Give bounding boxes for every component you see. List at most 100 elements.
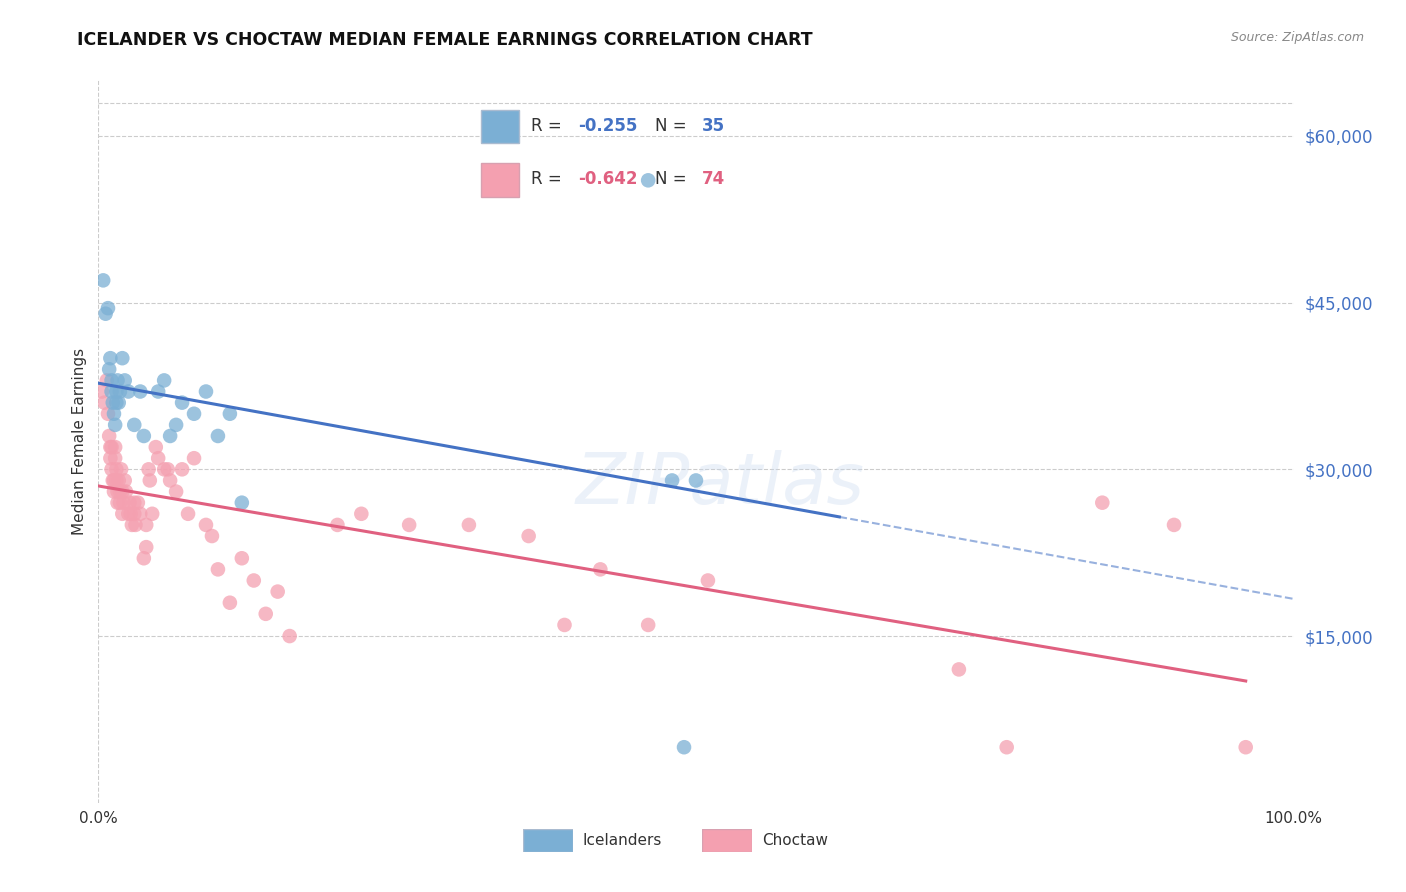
- Point: [104, 451, 127, 466]
- Point: [1091, 496, 1114, 510]
- Point: [243, 574, 266, 588]
- Point: [138, 462, 160, 476]
- Point: [100, 440, 122, 454]
- Point: [111, 507, 134, 521]
- Point: [129, 384, 152, 399]
- Point: [673, 740, 696, 755]
- Point: [107, 395, 129, 409]
- Point: [118, 496, 141, 510]
- Point: [101, 474, 124, 488]
- Point: [97, 407, 120, 421]
- Point: [114, 474, 136, 488]
- Point: [124, 496, 146, 510]
- Point: [172, 395, 194, 409]
- Point: [132, 551, 155, 566]
- Point: [278, 629, 301, 643]
- Point: [129, 507, 152, 521]
- Point: [254, 607, 277, 621]
- Text: Choctaw: Choctaw: [762, 833, 828, 848]
- Point: [948, 662, 970, 676]
- Point: [398, 517, 420, 532]
- Point: [98, 351, 122, 366]
- Point: [91, 273, 114, 287]
- Point: [183, 407, 205, 421]
- Point: [132, 429, 155, 443]
- Point: [685, 474, 707, 488]
- Point: [153, 462, 176, 476]
- Text: Icelanders: Icelanders: [582, 833, 662, 848]
- Point: [183, 451, 205, 466]
- Point: [107, 496, 129, 510]
- Point: [107, 484, 129, 499]
- Point: [105, 474, 128, 488]
- Point: [100, 384, 122, 399]
- Point: [350, 507, 373, 521]
- Point: [195, 517, 218, 532]
- Point: [117, 507, 139, 521]
- Point: [165, 417, 187, 432]
- Text: Source: ZipAtlas.com: Source: ZipAtlas.com: [1230, 31, 1364, 45]
- Point: [104, 440, 127, 454]
- Point: [111, 484, 134, 499]
- Point: [219, 596, 242, 610]
- Point: [1163, 517, 1185, 532]
- Point: [120, 507, 142, 521]
- Point: [98, 440, 122, 454]
- Point: [589, 562, 612, 576]
- Point: [165, 484, 187, 499]
- Point: [101, 395, 124, 409]
- Point: [697, 574, 720, 588]
- Point: [219, 407, 242, 421]
- Point: [105, 384, 128, 399]
- Point: [121, 517, 143, 532]
- Point: [231, 551, 253, 566]
- Point: [148, 451, 170, 466]
- Point: [103, 474, 125, 488]
- Point: [98, 451, 122, 466]
- Point: [127, 496, 149, 510]
- Point: [114, 373, 136, 387]
- Point: [458, 517, 481, 532]
- Point: [103, 484, 125, 499]
- Point: [1234, 740, 1257, 755]
- Point: [100, 373, 122, 387]
- Point: [159, 474, 181, 488]
- Point: [141, 507, 163, 521]
- Point: [135, 517, 157, 532]
- Point: [207, 562, 229, 576]
- Point: [98, 362, 121, 376]
- Point: [108, 384, 131, 399]
- Point: [91, 384, 114, 399]
- Point: [98, 429, 121, 443]
- Point: [107, 474, 129, 488]
- Point: [105, 462, 128, 476]
- Point: [139, 474, 162, 488]
- Point: [135, 540, 157, 554]
- Point: [201, 529, 224, 543]
- Point: [124, 507, 146, 521]
- Point: [153, 373, 176, 387]
- Point: [104, 417, 127, 432]
- Point: [554, 618, 576, 632]
- Point: [105, 395, 128, 409]
- Text: ICELANDER VS CHOCTAW MEDIAN FEMALE EARNINGS CORRELATION CHART: ICELANDER VS CHOCTAW MEDIAN FEMALE EARNI…: [77, 31, 813, 49]
- Point: [177, 507, 200, 521]
- Point: [108, 484, 131, 499]
- Point: [661, 474, 683, 488]
- Point: [112, 496, 135, 510]
- Point: [207, 429, 229, 443]
- Point: [111, 351, 134, 366]
- Point: [97, 301, 120, 315]
- Point: [94, 307, 117, 321]
- Point: [108, 496, 131, 510]
- Point: [172, 462, 194, 476]
- Point: [96, 373, 118, 387]
- Point: [100, 462, 122, 476]
- Point: [326, 517, 349, 532]
- Point: [103, 407, 125, 421]
- Point: [117, 384, 139, 399]
- Point: [995, 740, 1018, 755]
- Point: [115, 484, 138, 499]
- Point: [124, 517, 146, 532]
- Text: ZIPatlas: ZIPatlas: [575, 450, 865, 519]
